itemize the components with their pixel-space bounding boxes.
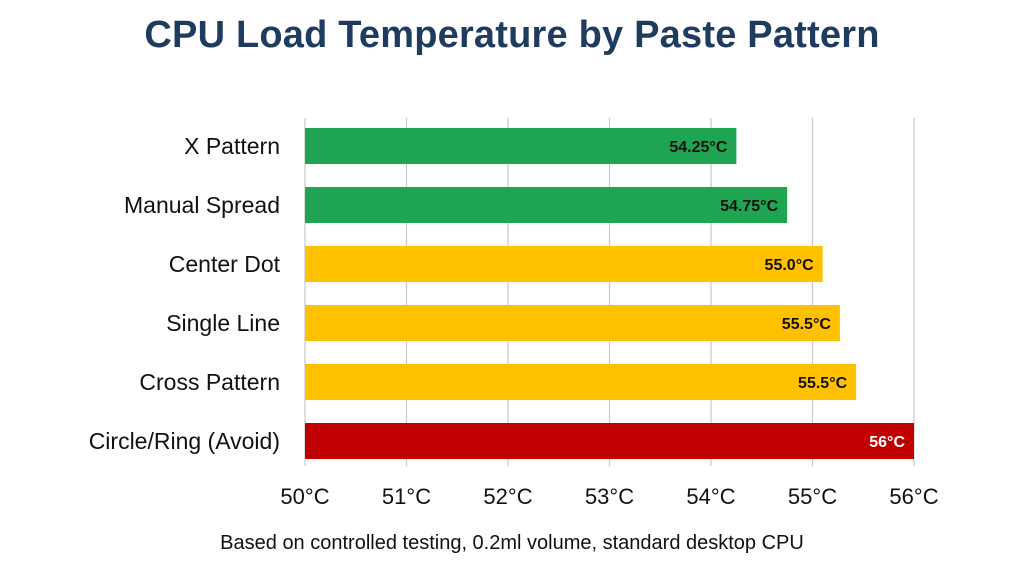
category-label: Single Line — [166, 310, 280, 336]
bar — [305, 246, 823, 282]
category-label: Circle/Ring (Avoid) — [89, 428, 280, 454]
bar — [305, 187, 788, 223]
category-label: Cross Pattern — [139, 369, 280, 395]
bar-value-label: 56°C — [869, 434, 905, 451]
x-tick-labels: 50°C 51°C 52°C 53°C 54°C 55°C 56°C — [280, 484, 938, 509]
bar — [305, 128, 737, 164]
x-tick-label: 51°C — [382, 484, 431, 509]
category-label: Center Dot — [169, 251, 281, 277]
x-tick-label: 54°C — [686, 484, 735, 509]
bar-value-label: 55.5°C — [782, 316, 832, 333]
chart-footnote: Based on controlled testing, 0.2ml volum… — [220, 532, 804, 554]
bar — [305, 364, 857, 400]
bar-value-label: 55.0°C — [765, 257, 815, 274]
x-tick-label: 53°C — [585, 484, 634, 509]
bar-value-label: 55.5°C — [798, 375, 848, 392]
x-tick-label: 55°C — [788, 484, 837, 509]
bar — [305, 423, 914, 459]
bars: 54.25°C 54.75°C 55.0°C 55.5°C 55.5°C 56°C — [305, 128, 914, 459]
x-tick-label: 56°C — [889, 484, 938, 509]
bar — [305, 305, 840, 341]
category-label: Manual Spread — [124, 192, 280, 218]
x-tick-label: 52°C — [483, 484, 532, 509]
category-label: X Pattern — [184, 133, 280, 159]
bar-value-label: 54.75°C — [720, 198, 778, 215]
x-tick-label: 50°C — [280, 484, 329, 509]
bar-value-label: 54.25°C — [669, 139, 727, 156]
grid-lines — [304, 118, 915, 466]
chart-title: CPU Load Temperature by Paste Pattern — [144, 14, 880, 56]
category-labels: X Pattern Manual Spread Center Dot Single L… — [89, 133, 281, 454]
